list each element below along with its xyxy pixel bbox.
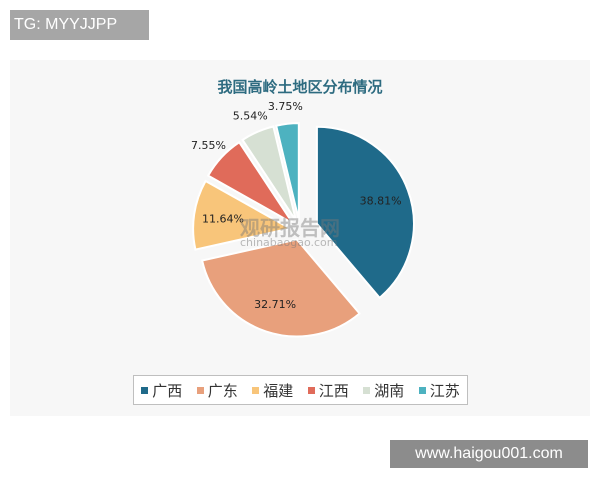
chart-title: 我国高岭土地区分布情况 <box>217 78 383 96</box>
legend-swatch <box>307 386 315 394</box>
watermark-text: 观研报告网 <box>240 216 340 240</box>
chart-card <box>10 60 590 416</box>
legend-label: 广东 <box>207 381 238 400</box>
watermark-url: chinabaogao.com <box>240 236 338 249</box>
legend-label: 湖南 <box>374 381 405 400</box>
legend-item: 江苏 <box>418 380 460 401</box>
legend-item: 广西 <box>141 380 182 401</box>
data-label-5: 3.75% <box>268 100 303 113</box>
data-label-3: 7.55% <box>191 139 226 152</box>
data-label-0: 38.81% <box>360 194 402 207</box>
data-label-2: 11.64% <box>202 213 244 226</box>
pie-slice-5 <box>274 122 300 221</box>
legend-item: 广东 <box>196 380 238 401</box>
data-label-4: 5.54% <box>233 109 268 122</box>
legend-label: 福建 <box>263 381 294 400</box>
legend-label: 江苏 <box>429 381 460 400</box>
pie-slice-1 <box>200 238 361 338</box>
data-label-1: 32.71% <box>254 298 296 311</box>
legend-item: 湖南 <box>363 380 404 401</box>
legend-swatch <box>418 386 426 394</box>
legend: 广西 广东 福建 江西 湖南 江苏 <box>133 375 468 405</box>
legend-swatch <box>141 386 149 394</box>
pie-slice-4 <box>241 125 297 222</box>
pie-slice-3 <box>206 140 294 225</box>
pie-slice-0 <box>315 125 415 300</box>
legend-swatch <box>363 386 371 394</box>
pie-slice-2 <box>192 179 293 251</box>
site-watermark: www.haigou001.com <box>390 440 588 468</box>
legend-swatch <box>196 386 204 394</box>
legend-item: 江西 <box>307 380 349 401</box>
legend-label: 江西 <box>318 381 349 400</box>
tg-label: TG: MYYJJPP <box>10 10 149 40</box>
legend-item: 福建 <box>252 380 293 401</box>
legend-label: 广西 <box>152 381 183 400</box>
legend-swatch <box>252 386 260 394</box>
